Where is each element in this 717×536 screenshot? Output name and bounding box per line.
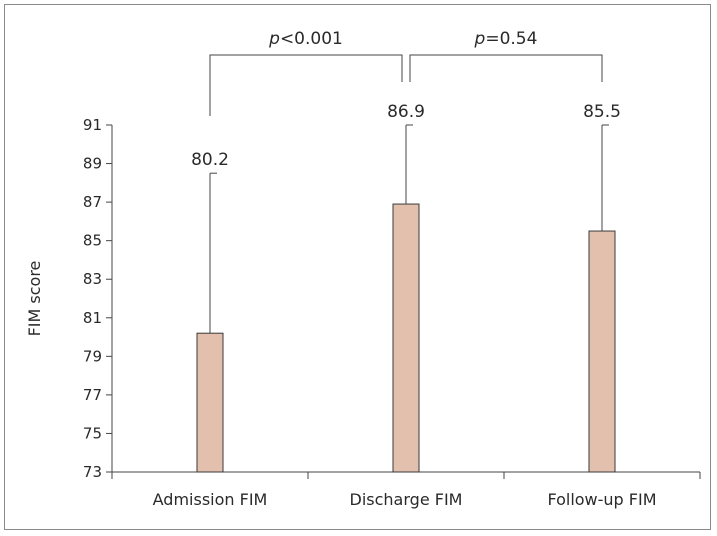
x-tick-label: Follow-up FIM [547, 490, 656, 509]
y-tick-label: 87 [83, 193, 102, 211]
y-tick-label: 89 [83, 155, 102, 173]
y-tick-label: 79 [83, 347, 102, 365]
bars [196, 124, 616, 473]
y-tick-label: 91 [83, 116, 102, 134]
x-tick-label: Discharge FIM [350, 490, 463, 509]
p-value: =0.54 [485, 29, 537, 49]
labels: 80.2 Admission FIM 86.9 Discharge FIM 85.5 Fo… [153, 102, 657, 509]
x-tick-label: Admission FIM [153, 490, 268, 509]
p-value-label: p=0.54 [474, 29, 538, 49]
y-tick-label: 75 [83, 424, 102, 442]
y-tick-label: 83 [83, 270, 102, 288]
bar [196, 332, 224, 473]
significance-bracket [409, 54, 603, 82]
y-tick-label: 77 [83, 386, 102, 404]
y-tick-label: 85 [83, 232, 102, 250]
significance-brackets: p<0.001 p=0.54 [209, 29, 603, 116]
p-symbol: p [268, 29, 280, 49]
p-value-label: p<0.001 [268, 29, 343, 49]
significance-bracket [209, 54, 403, 116]
bar [588, 230, 616, 473]
p-value: <0.001 [280, 29, 343, 49]
y-tick-label: 81 [83, 309, 102, 327]
p-symbol: p [474, 29, 486, 49]
value-label: 85.5 [583, 102, 621, 122]
value-label: 86.9 [387, 102, 425, 122]
y-axis-title: FIM score [25, 261, 44, 337]
value-label: 80.2 [191, 150, 229, 170]
y-tick-label: 73 [83, 463, 102, 481]
bar [392, 203, 420, 473]
